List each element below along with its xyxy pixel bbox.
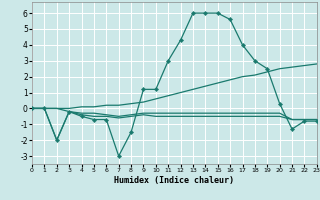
X-axis label: Humidex (Indice chaleur): Humidex (Indice chaleur) — [115, 176, 234, 185]
